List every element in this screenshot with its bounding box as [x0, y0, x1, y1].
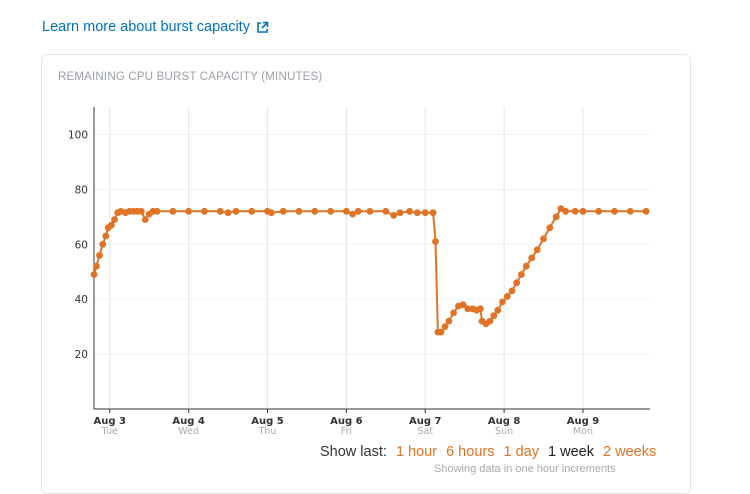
- data-point: [327, 207, 334, 215]
- x-tick-sublabel: Fri: [341, 426, 352, 435]
- data-point: [494, 306, 502, 314]
- data-point: [413, 209, 421, 217]
- learn-more-label: Learn more about burst capacity: [42, 19, 250, 35]
- data-point: [464, 305, 472, 313]
- x-tick-sublabel: Wed: [178, 426, 199, 435]
- data-point: [421, 209, 429, 217]
- x-tick-label: Aug 8: [488, 416, 520, 427]
- x-tick-sublabel: Thu: [258, 426, 277, 435]
- data-point: [102, 232, 110, 240]
- data-point: [571, 207, 579, 215]
- data-point: [642, 207, 650, 215]
- x-tick-label: Aug 5: [251, 416, 283, 427]
- data-point: [562, 207, 569, 215]
- burst-capacity-card: REMAINING CPU BURST CAPACITY (MINUTES) 2…: [41, 54, 691, 494]
- time-range-selector: Show last: 1 hour 6 hours 1 day 1 week 2…: [320, 444, 656, 460]
- data-point: [508, 287, 516, 295]
- data-point: [533, 246, 541, 254]
- data-point: [522, 262, 530, 270]
- data-point: [201, 207, 208, 215]
- range-option-1-hour[interactable]: 1 hour: [395, 444, 438, 460]
- data-point: [450, 309, 457, 317]
- y-tick-label: 40: [75, 294, 88, 306]
- data-point: [99, 240, 107, 248]
- data-point: [390, 212, 398, 219]
- data-point: [499, 298, 506, 306]
- range-option-1-day[interactable]: 1 day: [503, 444, 539, 460]
- data-point: [349, 210, 357, 218]
- data-point: [406, 207, 413, 215]
- data-point: [441, 323, 449, 330]
- data-point: [232, 207, 240, 215]
- x-tick-label: Aug 7: [409, 416, 441, 427]
- data-point: [279, 207, 287, 215]
- data-point: [141, 216, 149, 224]
- data-point: [513, 279, 521, 287]
- y-tick-label: 20: [75, 349, 88, 361]
- x-tick-label: Aug 4: [172, 416, 204, 427]
- x-tick-label: Aug 6: [330, 416, 362, 427]
- data-point: [611, 207, 618, 215]
- data-point: [108, 221, 115, 229]
- data-point: [90, 271, 98, 278]
- x-tick-sublabel: Tue: [101, 426, 118, 435]
- data-point: [518, 271, 525, 278]
- data-point: [153, 207, 161, 215]
- data-point: [546, 224, 554, 232]
- data-point: [429, 209, 437, 217]
- x-tick-label: Aug 9: [567, 416, 599, 427]
- data-point: [626, 207, 634, 215]
- data-point: [503, 293, 511, 300]
- data-point: [579, 207, 587, 215]
- x-tick-label: Aug 3: [94, 416, 126, 427]
- data-point: [248, 207, 256, 215]
- data-point: [595, 207, 603, 215]
- data-point: [311, 207, 319, 215]
- card-title: REMAINING CPU BURST CAPACITY (MINUTES): [58, 71, 323, 83]
- data-point: [295, 207, 303, 215]
- data-point: [432, 238, 439, 245]
- data-point: [137, 207, 145, 215]
- data-point: [528, 254, 536, 262]
- data-point: [169, 207, 177, 215]
- learn-more-link[interactable]: Learn more about burst capacity: [42, 19, 269, 35]
- data-point: [477, 305, 484, 313]
- range-option-2-weeks[interactable]: 2 weeks: [603, 444, 657, 460]
- x-tick-sublabel: Sat: [417, 426, 433, 435]
- data-point: [343, 207, 350, 215]
- data-point: [366, 207, 374, 215]
- data-point: [486, 317, 494, 325]
- show-last-label: Show last:: [320, 444, 387, 460]
- external-link-icon: [257, 21, 269, 33]
- data-point: [111, 216, 118, 224]
- data-point: [490, 312, 498, 320]
- y-tick-label: 100: [68, 129, 88, 141]
- range-option-1-week[interactable]: 1 week: [548, 444, 594, 460]
- data-point: [396, 209, 404, 217]
- data-point: [268, 209, 275, 217]
- x-tick-sublabel: Sun: [495, 426, 513, 435]
- data-point: [382, 207, 390, 215]
- data-point: [437, 328, 445, 336]
- y-tick-label: 60: [75, 239, 88, 251]
- data-point: [185, 207, 193, 215]
- data-point: [552, 213, 560, 221]
- y-tick-label: 80: [75, 184, 88, 196]
- data-point: [354, 207, 362, 215]
- x-tick-sublabel: Mon: [573, 426, 593, 435]
- data-point: [540, 235, 547, 243]
- range-option-6-hours[interactable]: 6 hours: [446, 444, 495, 460]
- data-point: [93, 262, 100, 270]
- data-point: [459, 301, 467, 309]
- data-point: [224, 209, 232, 217]
- increment-note: Showing data in one hour increments: [434, 463, 616, 475]
- data-point: [445, 317, 453, 325]
- series-line: [93, 207, 647, 334]
- data-point: [96, 251, 103, 259]
- data-point: [216, 207, 224, 215]
